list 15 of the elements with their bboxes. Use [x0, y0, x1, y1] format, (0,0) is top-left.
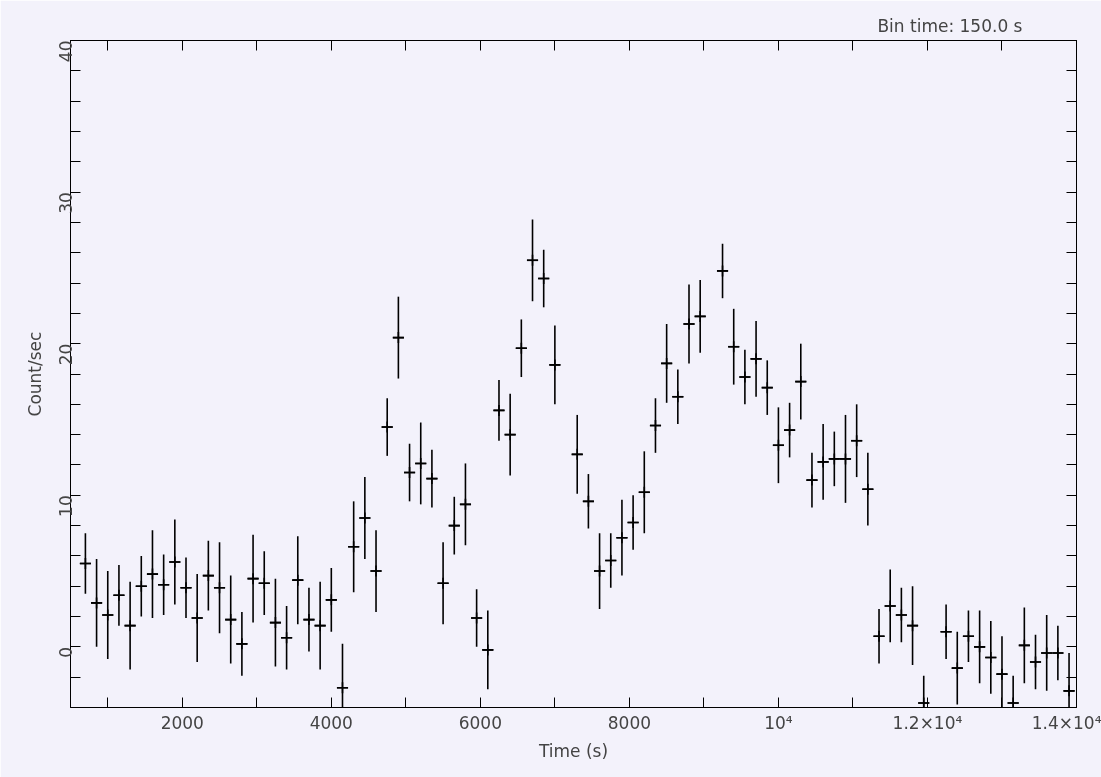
x-tick-label: 10⁴: [764, 712, 793, 733]
x-axis-title: Time (s): [537, 740, 609, 761]
x-tick-label: 4000: [309, 712, 353, 733]
x-tick-label: 6000: [458, 712, 502, 733]
x-tick-label: 2000: [160, 712, 204, 733]
text: Bin time: 150.0 s: [877, 15, 1023, 36]
y-tick-label: 40: [56, 40, 76, 63]
y-tick-label: 10: [56, 495, 76, 517]
y-axis-title: Count/sec: [24, 331, 45, 417]
x-tick-label: 1.4×10⁴: [1031, 712, 1101, 733]
y-tick-label: 30: [56, 192, 76, 214]
x-tick-label: 8000: [607, 712, 652, 733]
x-tick-label: 1.2×10⁴: [892, 712, 963, 733]
y-tick-label: 0: [56, 646, 76, 658]
y-tick-label: 20: [56, 343, 76, 366]
